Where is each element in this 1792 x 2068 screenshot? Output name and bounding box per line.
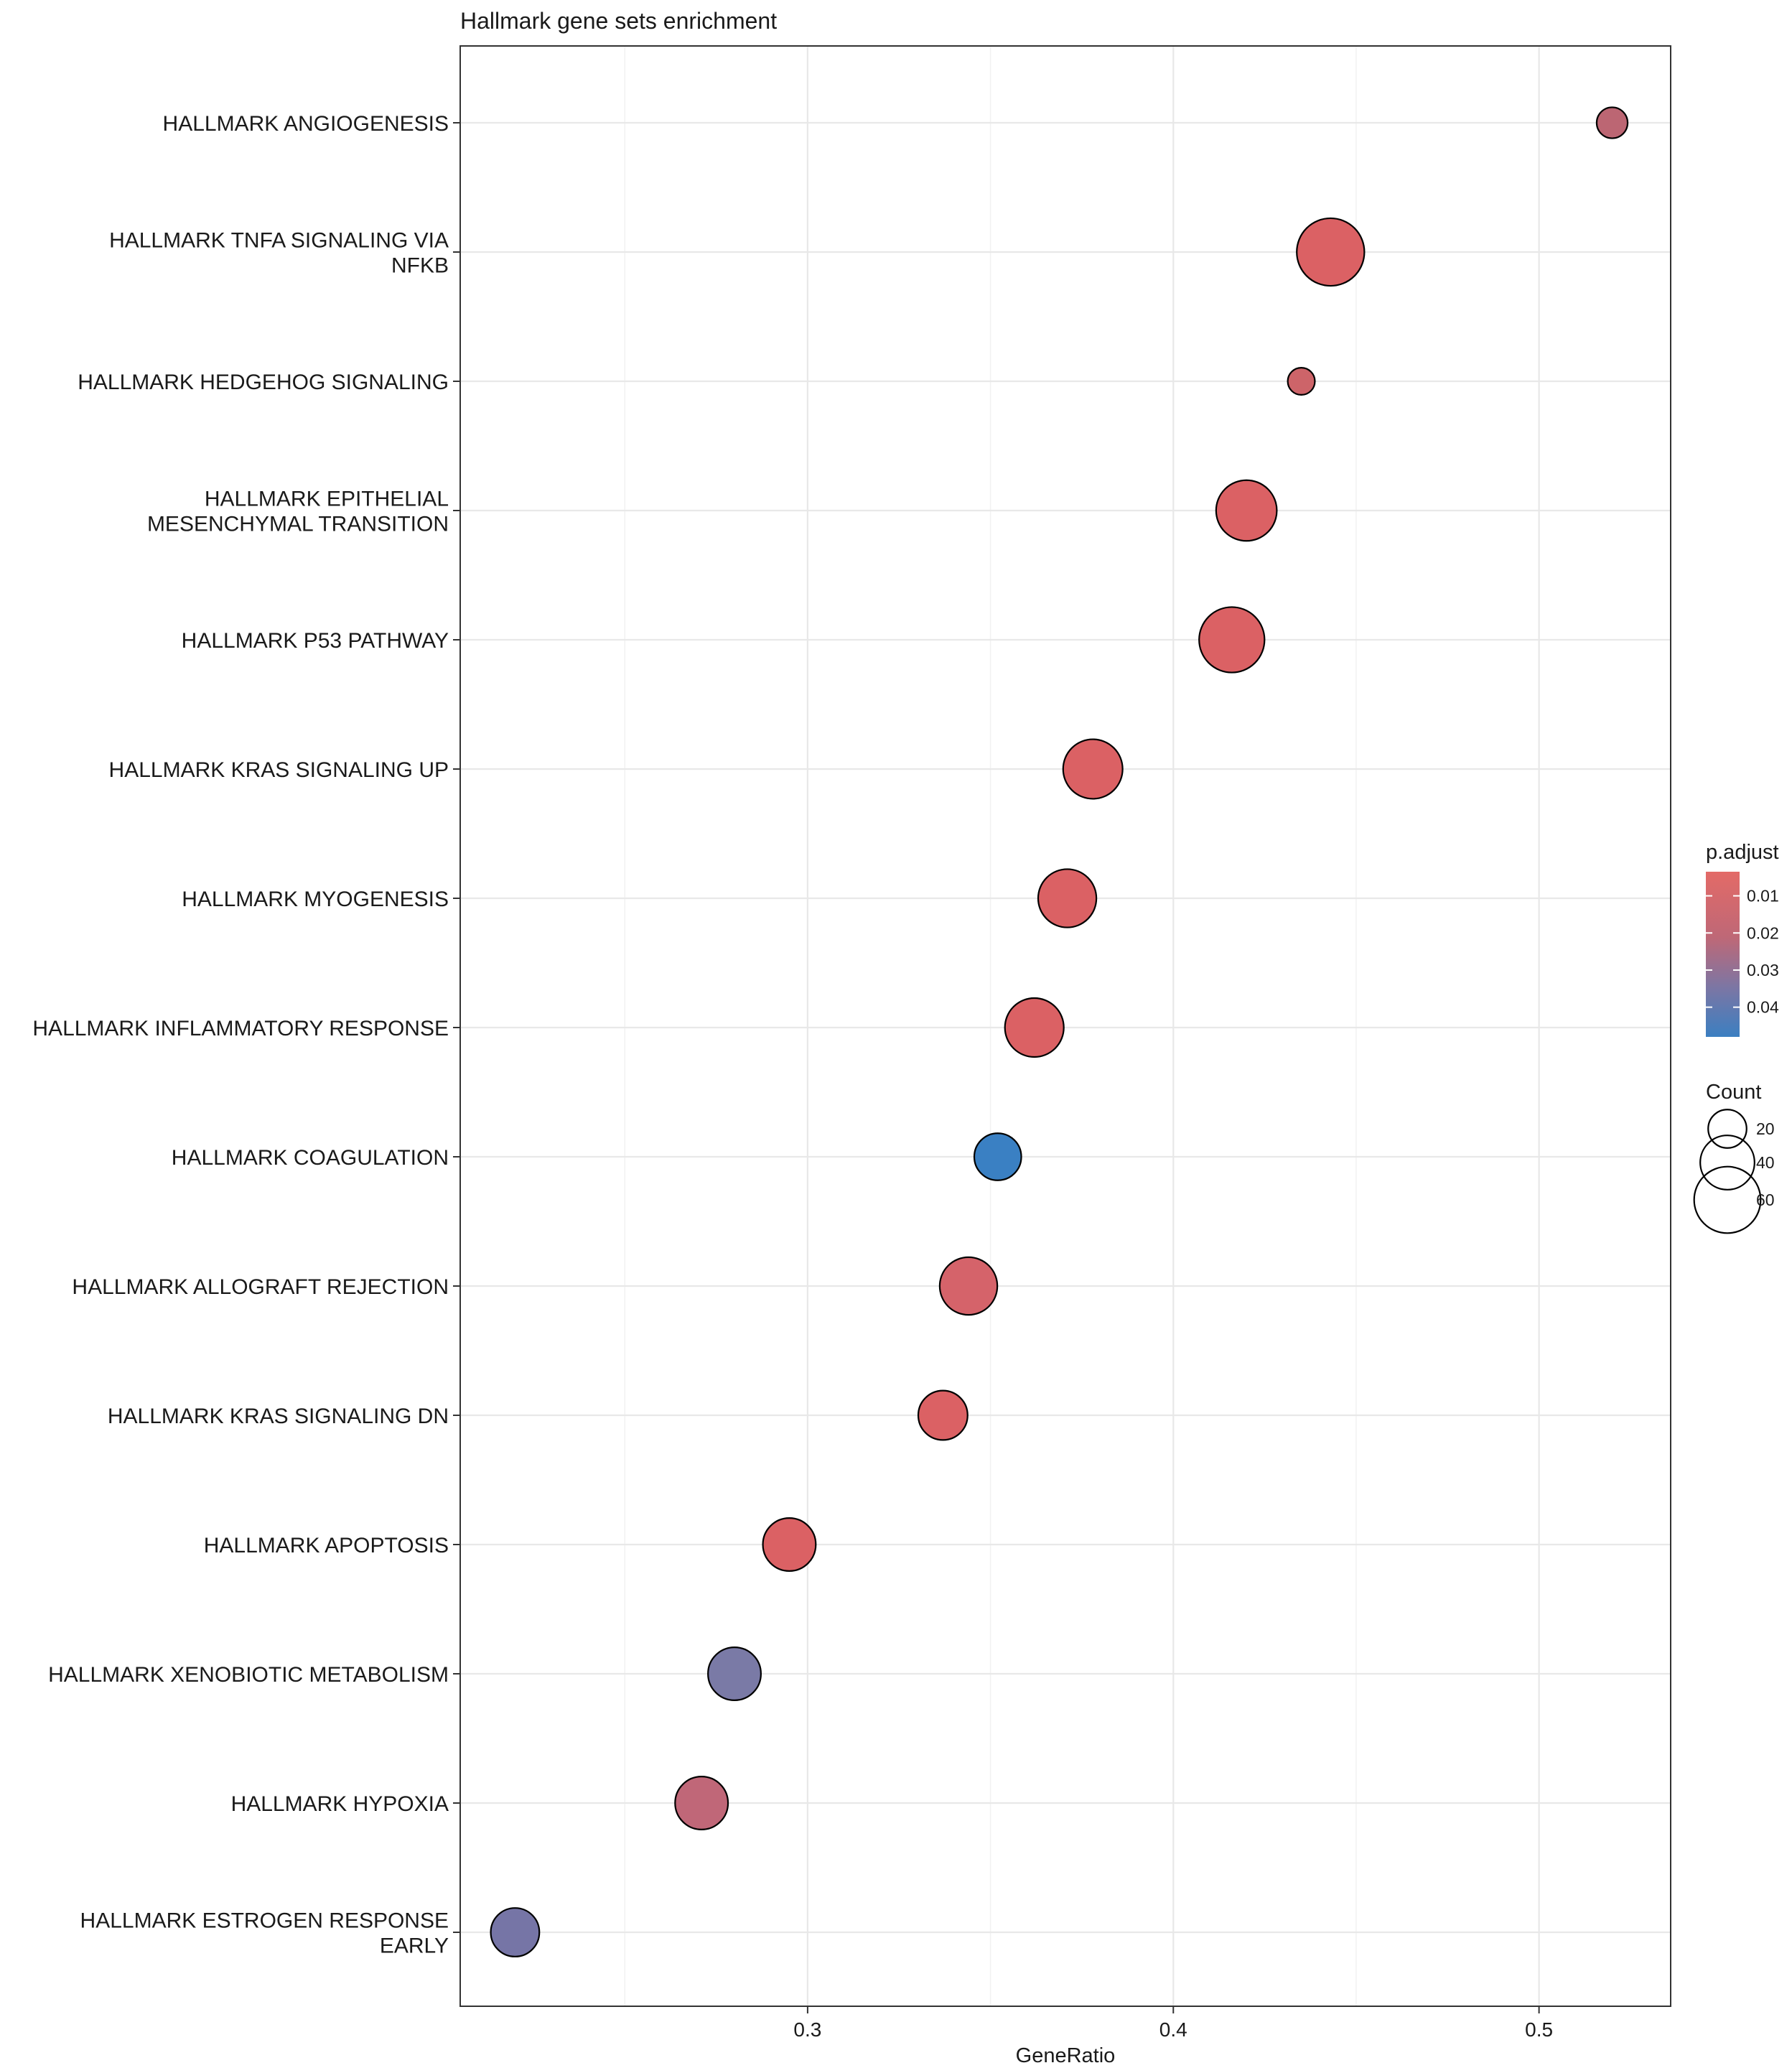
data-point xyxy=(674,1776,729,1830)
y-tick-label: EARLY xyxy=(380,1934,449,1958)
plot-panel xyxy=(460,46,1671,2006)
colorbar xyxy=(1706,872,1740,1037)
legend-title: Count xyxy=(1706,1081,1761,1104)
x-tick-label: 0.4 xyxy=(1159,2018,1187,2041)
x-axis-title: GeneRatio xyxy=(1016,2044,1116,2067)
y-tick-label: HALLMARK MYOGENESIS xyxy=(182,888,449,911)
data-point xyxy=(490,1907,541,1957)
size-legend-key xyxy=(1707,1109,1747,1149)
data-point xyxy=(1287,366,1316,396)
data-point xyxy=(1215,479,1278,542)
data-point xyxy=(973,1132,1022,1181)
size-legend-label: 40 xyxy=(1756,1153,1775,1172)
y-tick-label: HALLMARK ANGIOGENESIS xyxy=(163,112,449,136)
size-legend-label: 20 xyxy=(1756,1119,1775,1138)
y-tick-label: HALLMARK APOPTOSIS xyxy=(204,1534,449,1557)
y-tick-label: HALLMARK XENOBIOTIC METABOLISM xyxy=(48,1663,449,1687)
data-point xyxy=(938,1256,999,1316)
y-tick-label: HALLMARK ESTROGEN RESPONSE xyxy=(80,1909,449,1933)
y-tick-label: HALLMARK TNFA SIGNALING VIA xyxy=(109,229,449,253)
y-tick-label: HALLMARK P53 PATHWAY xyxy=(182,629,449,653)
y-tick-label: HALLMARK KRAS SIGNALING UP xyxy=(109,758,449,782)
y-axis: HALLMARK ANGIOGENESIS HALLMARK TNFA SIGNA… xyxy=(32,112,460,1958)
data-point xyxy=(1004,997,1065,1058)
minor-gridlines xyxy=(624,46,1357,2006)
chart-title: Hallmark gene sets enrichment xyxy=(460,8,777,34)
plot-border xyxy=(459,45,1671,2007)
y-tick-label: HALLMARK HEDGEHOG SIGNALING xyxy=(78,371,449,394)
x-tick-label: 0.5 xyxy=(1525,2018,1553,2041)
y-tick-label: HALLMARK EPITHELIAL xyxy=(205,488,449,511)
p-adjust-legend: p.adjust 0.01 0.02 0.03 0.04 xyxy=(1706,841,1779,1037)
x-tick-label: 0.3 xyxy=(793,2018,821,2041)
colorbar-label: 0.03 xyxy=(1747,961,1779,979)
data-point xyxy=(707,1647,762,1701)
legend-title: p.adjust xyxy=(1706,841,1779,864)
data-point xyxy=(917,1389,969,1441)
data-point xyxy=(762,1517,817,1572)
data-point xyxy=(1037,868,1098,928)
y-tick-label: HALLMARK COAGULATION xyxy=(172,1146,449,1170)
colorbar-label: 0.02 xyxy=(1747,923,1779,942)
data-point xyxy=(1062,738,1124,800)
data-points xyxy=(490,106,1629,1957)
y-tick-label: MESENCHYMAL TRANSITION xyxy=(147,513,449,536)
y-tick-label: HALLMARK INFLAMMATORY RESPONSE xyxy=(32,1017,449,1040)
x-axis: 0.3 0.4 0.5 xyxy=(793,2006,1553,2041)
data-point xyxy=(1198,606,1266,674)
y-tick-label: HALLMARK KRAS SIGNALING DN xyxy=(108,1405,449,1428)
data-point xyxy=(1296,217,1366,287)
y-tick-label: HALLMARK ALLOGRAFT REJECTION xyxy=(72,1275,449,1299)
y-tick-label: HALLMARK HYPOXIA xyxy=(231,1792,449,1816)
size-legend-key xyxy=(1699,1135,1755,1191)
size-legend-label: 60 xyxy=(1756,1191,1775,1209)
colorbar-label: 0.04 xyxy=(1747,998,1779,1017)
count-legend: Count 20 40 60 xyxy=(1693,1081,1775,1234)
y-tick-label: NFKB xyxy=(391,254,449,278)
size-legend-key xyxy=(1693,1165,1762,1234)
data-point xyxy=(1595,106,1629,139)
colorbar-label: 0.01 xyxy=(1747,887,1779,905)
